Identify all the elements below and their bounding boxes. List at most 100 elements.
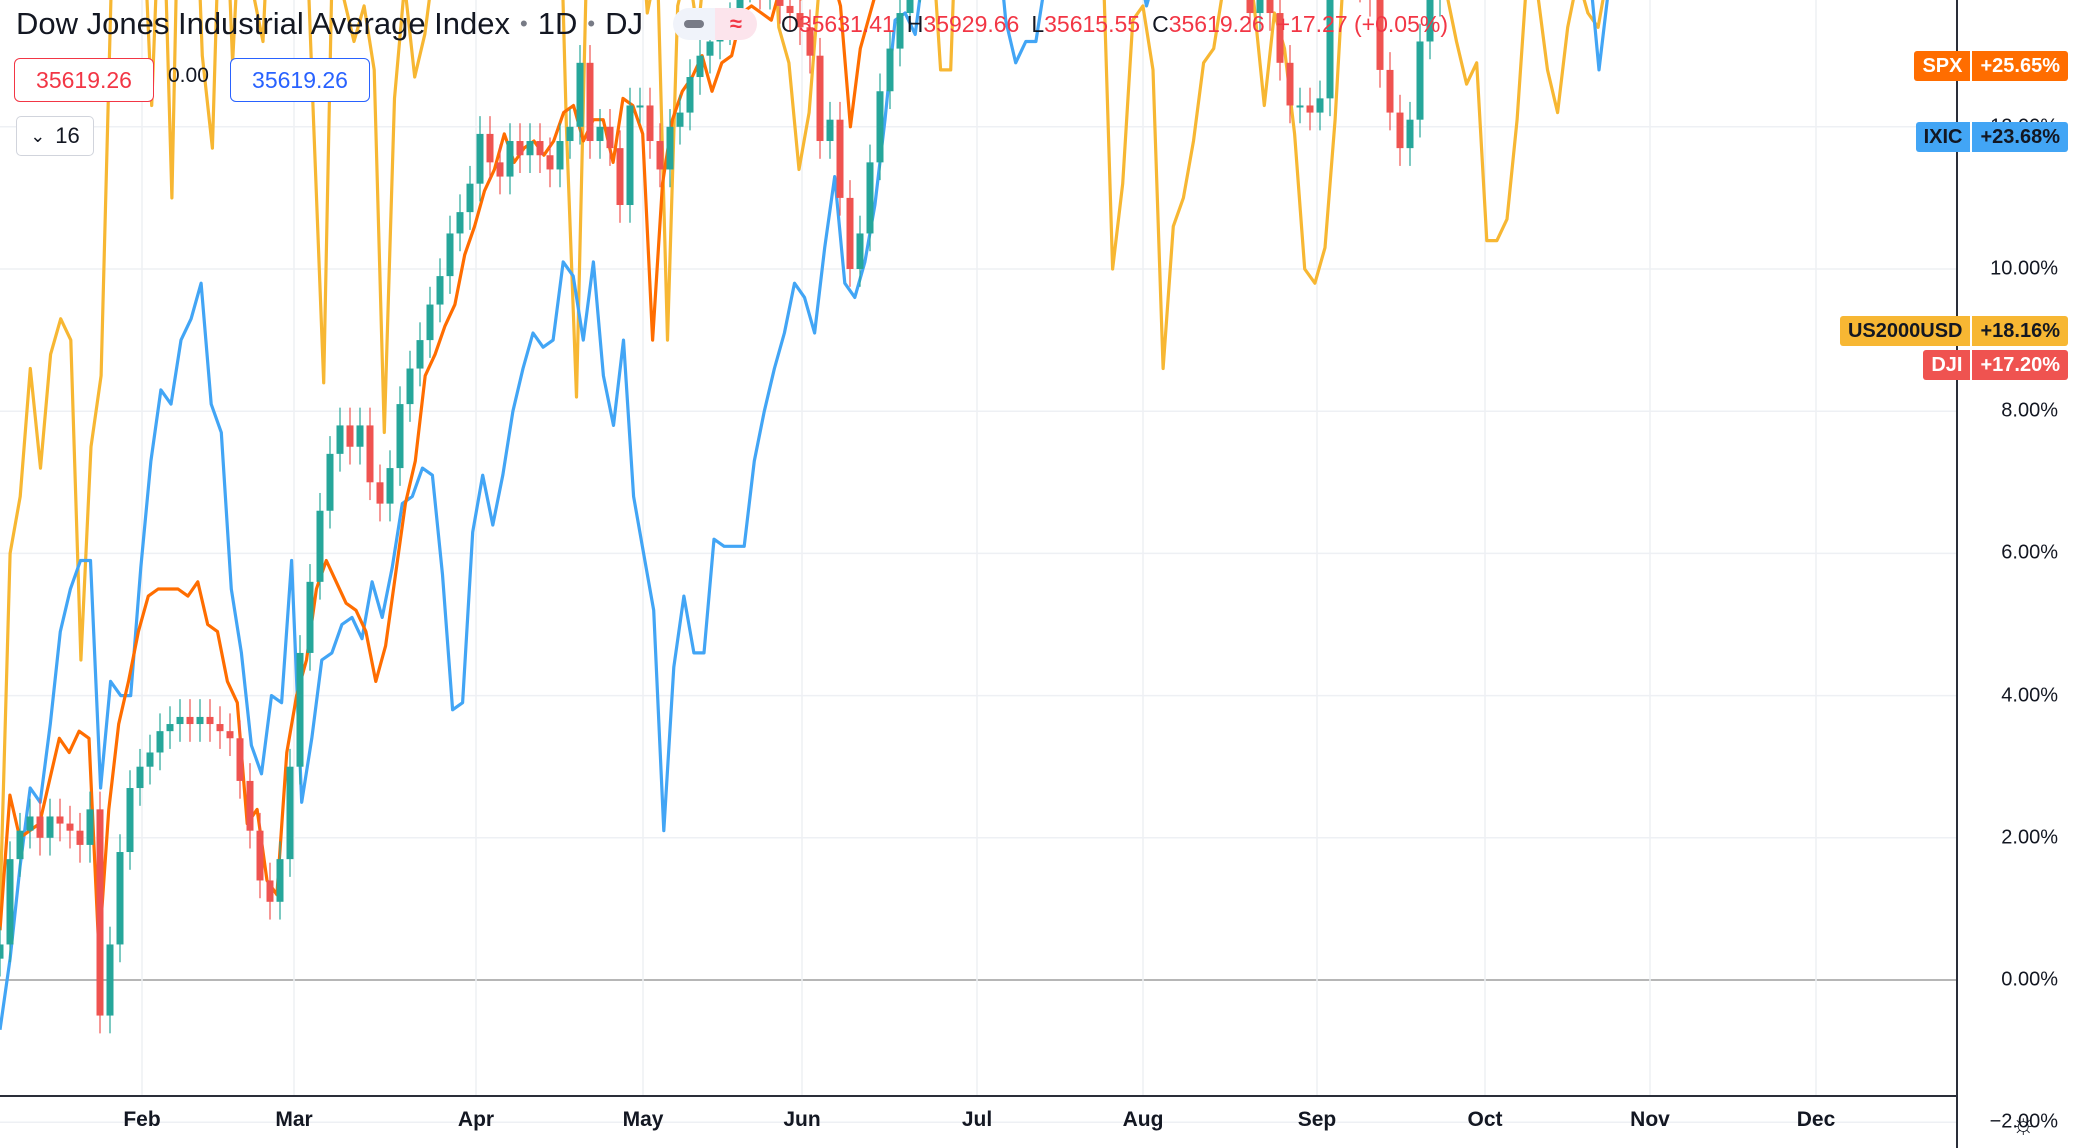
candle-body	[806, 27, 814, 56]
series-tag-name: US2000USD	[1839, 316, 1971, 346]
candle-body	[836, 119, 844, 198]
candle-body	[86, 809, 94, 845]
spread-value: 0.00	[168, 64, 209, 87]
candle-body	[286, 766, 294, 860]
candle-body	[826, 119, 834, 142]
interval-label[interactable]: 1D	[537, 6, 578, 41]
candle-body	[506, 141, 514, 177]
time-tick-label: Sep	[1297, 1108, 1337, 1131]
candle-body	[1406, 119, 1414, 149]
candle-body	[1246, 0, 1254, 14]
candle-body	[276, 859, 284, 902]
price-tick-label: 0.00%	[2001, 968, 2058, 991]
candle-body	[16, 830, 24, 860]
candle-body	[376, 482, 384, 504]
candle-body	[466, 183, 474, 213]
candle-body	[1296, 105, 1304, 108]
candle-body	[906, 0, 914, 14]
series-line-spx[interactable]	[0, 0, 1770, 954]
series-tag-value: +25.65%	[1970, 51, 2068, 81]
candle-body	[1316, 98, 1324, 113]
candle-body	[446, 233, 454, 277]
candle-body	[856, 233, 864, 269]
candle-body	[1386, 69, 1394, 113]
candle-body	[316, 510, 324, 582]
candle-body	[616, 148, 624, 206]
candle-body	[686, 77, 694, 113]
candle-body	[156, 731, 164, 753]
candle-body	[76, 830, 84, 845]
candle-body	[396, 404, 404, 469]
price-tick-label: 6.00%	[2001, 541, 2058, 564]
compare-button[interactable]: ≈	[714, 8, 757, 40]
candle-body	[436, 276, 444, 305]
candle-body	[456, 212, 464, 234]
series-tag-name: SPX	[1914, 51, 1971, 81]
candle-body	[236, 738, 244, 781]
candle-body	[1416, 41, 1424, 120]
candle-body	[1396, 112, 1404, 149]
legend-header: Dow Jones Industrial Average Index • 1D …	[16, 6, 1448, 41]
time-tick-label: Jul	[961, 1108, 993, 1131]
visibility-toggle-button[interactable]	[672, 8, 715, 40]
candle-body	[6, 859, 14, 945]
candle-body	[56, 816, 64, 824]
candle-body	[606, 126, 614, 149]
candle-body	[306, 581, 314, 653]
series-tag-dji: DJI +17.20%	[1923, 350, 2068, 380]
candle-body	[566, 126, 574, 142]
candle-body	[846, 197, 854, 269]
price-tick-label: 10.00%	[1990, 257, 2058, 280]
candle-body	[406, 368, 414, 405]
time-tick-label: Mar	[275, 1108, 313, 1131]
candle-body	[66, 823, 74, 831]
series-tag-name: IXIC	[1915, 122, 1971, 152]
price-tick-label: 4.00%	[2001, 684, 2058, 707]
buy-price-button[interactable]: 35619.26	[230, 58, 370, 102]
symbol-title[interactable]: Dow Jones Industrial Average Index	[16, 6, 511, 41]
candle-body	[36, 816, 44, 838]
candle-body	[256, 830, 264, 881]
candle-body	[626, 105, 634, 206]
settings-gear-icon[interactable]: ☼	[2010, 1108, 2036, 1139]
candle-body	[1256, 0, 1264, 14]
candle-body	[1286, 62, 1294, 106]
ohlc-open: O35631.41	[780, 10, 895, 37]
time-tick-label: Jun	[783, 1108, 821, 1131]
series-layer	[0, 0, 1770, 1031]
time-tick-label: Aug	[1122, 1108, 1164, 1131]
candle-body	[126, 788, 134, 853]
candle-body	[296, 652, 304, 767]
candle-body	[226, 731, 234, 739]
ohlc-low: L35615.55	[1031, 10, 1141, 37]
series-tag-name: DJI	[1923, 350, 1971, 380]
ohlc-change: +17.27 (+0.05%)	[1276, 10, 1448, 37]
candle-body	[116, 852, 124, 945]
candle-body	[326, 453, 334, 511]
compare-icon: ≈	[729, 11, 742, 36]
candle-body	[336, 425, 344, 454]
time-tick-label: May	[622, 1108, 664, 1131]
candle-body	[866, 162, 874, 234]
candle-body	[1266, 0, 1274, 14]
grid-lines	[0, 0, 1957, 1123]
time-tick-label: Nov	[1630, 1108, 1670, 1131]
candle-body	[536, 141, 544, 156]
candle-body	[516, 141, 524, 156]
candle-body	[0, 944, 4, 959]
candle-body	[1326, 0, 1334, 99]
series-line-us2000usd[interactable]	[0, 0, 1770, 909]
candle-body	[486, 133, 494, 163]
indicators-toggle-button[interactable]: ⌄ 16	[16, 116, 94, 156]
candle-body	[46, 816, 54, 838]
series-line-ixic[interactable]	[0, 0, 1770, 1031]
price-tick-label: 2.00%	[2001, 826, 2058, 849]
candle-body	[796, 13, 804, 28]
candle-body	[216, 724, 224, 732]
series-tag-value: +18.16%	[1970, 316, 2068, 346]
candle-body	[186, 716, 194, 725]
candle-body	[596, 126, 604, 142]
sell-price-button[interactable]: 35619.26	[14, 58, 154, 102]
candle-body	[526, 141, 534, 156]
